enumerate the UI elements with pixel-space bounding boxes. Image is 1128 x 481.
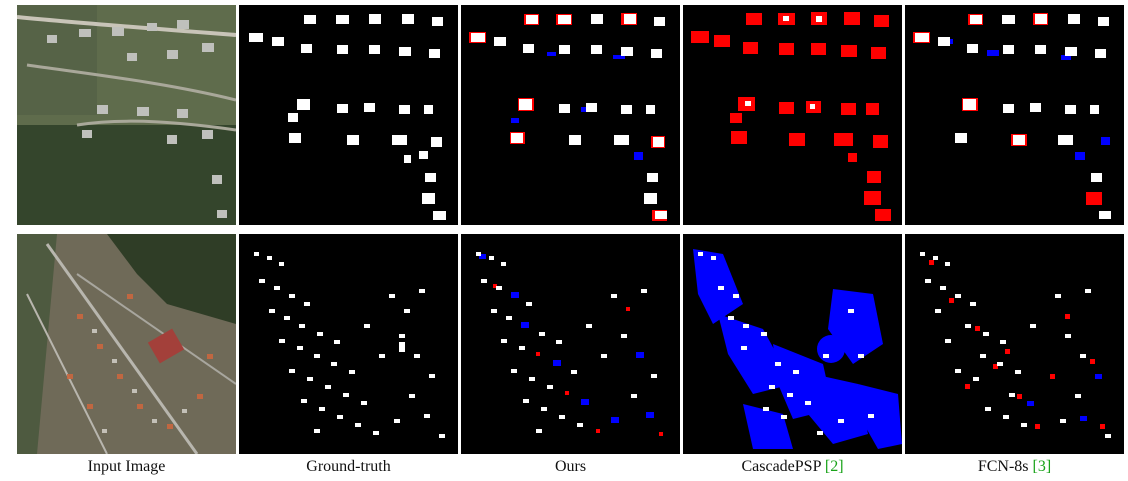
row2-ours-prediction <box>461 234 680 454</box>
caption-fcn8s: FCN-8s [3] <box>905 458 1124 476</box>
caption-ours: Ours <box>461 458 680 476</box>
row1-cascadepsp-prediction <box>683 5 902 225</box>
row1-ours-prediction <box>461 5 680 225</box>
row1-ground-truth-mask <box>239 5 458 225</box>
row2-input-image <box>17 234 236 454</box>
citation-link-2[interactable]: [2] <box>824 458 844 475</box>
caption-cascadepsp: CascadePSP [2] <box>683 458 902 476</box>
caption-input-image: Input Image <box>17 458 236 476</box>
caption-ground-truth: Ground-truth <box>239 458 458 476</box>
citation-link-3[interactable]: [3] <box>1032 458 1052 475</box>
caption-input-label: Input Image <box>87 458 166 475</box>
caption-cascade-label: CascadePSP <box>741 458 821 475</box>
caption-ours-label: Ours <box>554 458 587 475</box>
caption-fcn-label: FCN-8s <box>977 458 1029 475</box>
row2-fcn8s-prediction <box>905 234 1124 454</box>
row2-cascadepsp-prediction <box>683 234 902 454</box>
row1-input-image <box>17 5 236 225</box>
row2-ground-truth-mask <box>239 234 458 454</box>
row1-fcn8s-prediction <box>905 5 1124 225</box>
caption-gt-label: Ground-truth <box>306 458 391 475</box>
